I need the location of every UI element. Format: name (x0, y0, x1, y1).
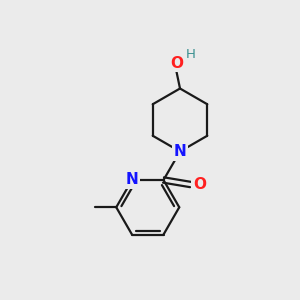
Text: H: H (186, 48, 196, 61)
Text: O: O (193, 177, 206, 192)
Text: N: N (126, 172, 138, 188)
Text: N: N (174, 144, 186, 159)
Text: O: O (170, 56, 184, 71)
